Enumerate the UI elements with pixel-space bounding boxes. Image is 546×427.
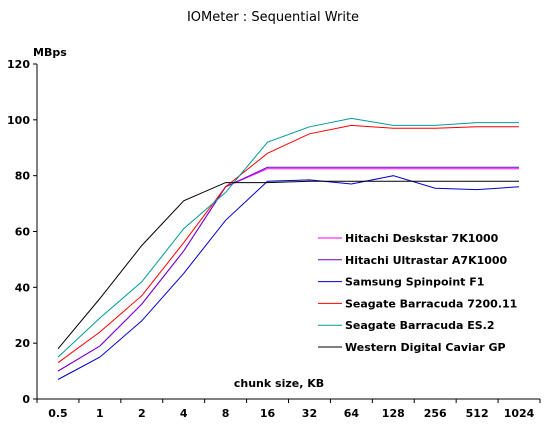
y-tick-label: 0 <box>22 393 30 406</box>
legend-label: Seagate Barracuda 7200.11 <box>345 297 517 310</box>
y-tick-label: 40 <box>15 281 31 294</box>
legend: Hitachi Deskstar 7K1000 Hitachi Ultrastar… <box>318 232 517 354</box>
chart-title: IOMeter : Sequential Write <box>187 10 359 25</box>
x-tick-label: 8 <box>222 407 230 420</box>
x-tick-label: 64 <box>344 407 360 420</box>
x-tick-label: 2 <box>138 407 146 420</box>
legend-label: Hitachi Deskstar 7K1000 <box>345 232 499 245</box>
series-line-2 <box>57 175 520 380</box>
y-tick-label: 20 <box>15 337 31 350</box>
legend-label: Western Digital Caviar GP <box>345 341 506 354</box>
series-line-4 <box>57 117 519 358</box>
y-tick-label: 80 <box>15 170 31 183</box>
y-tick-label: 60 <box>15 226 31 239</box>
y-tick-label: 120 <box>7 58 30 71</box>
legend-label: Hitachi Ultrastar A7K1000 <box>345 254 508 267</box>
legend-label: Samsung Spinpoint F1 <box>345 276 484 289</box>
x-tick-label: 512 <box>466 407 489 420</box>
x-tick-label: 4 <box>180 407 188 420</box>
x-tick-label: 32 <box>302 407 317 420</box>
x-tick-label: 16 <box>260 407 276 420</box>
series-line-1 <box>57 166 519 372</box>
legend-label: Seagate Barracuda ES.2 <box>345 319 494 332</box>
x-axis-label: chunk size, KB <box>234 377 324 390</box>
series-line-3 <box>57 124 519 364</box>
y-axis-label: MBps <box>33 46 67 59</box>
y-tick-label: 100 <box>7 114 30 127</box>
x-tick-label: 1 <box>96 407 104 420</box>
series-line-5 <box>57 180 519 350</box>
x-tick-label: 256 <box>424 407 447 420</box>
x-tick-label: 0.5 <box>48 407 68 420</box>
x-tick-label: 128 <box>382 407 405 420</box>
plot-area: 0 20 40 60 80 100 120 0.5 1 2 4 8 16 32 64 128 256 512 102… <box>7 58 541 420</box>
x-tick-label: 1024 <box>504 407 535 420</box>
